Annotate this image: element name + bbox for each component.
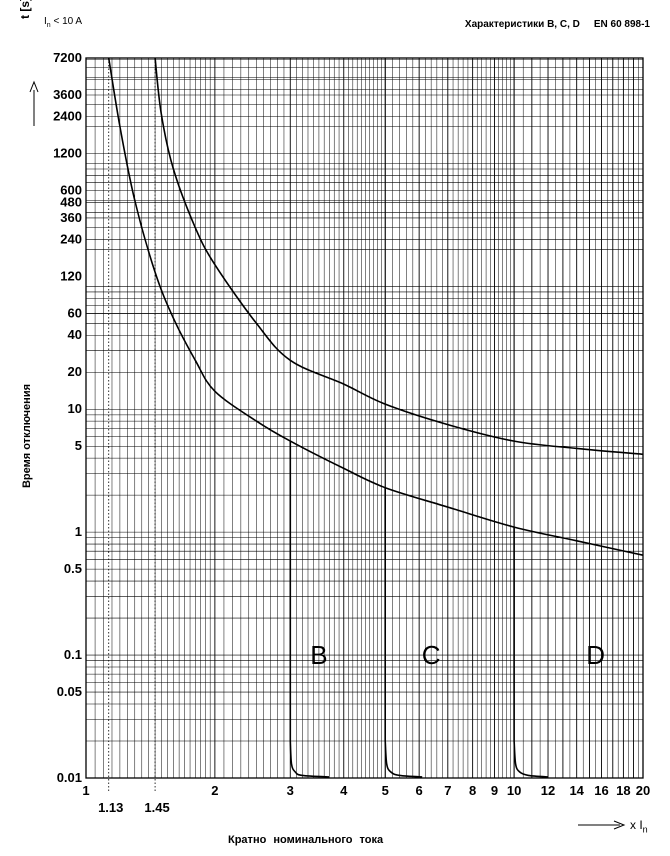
curve-d [513, 527, 549, 778]
plot-border [85, 57, 644, 779]
x-tick-label: 1 [82, 783, 89, 798]
standard-label: EN 60 898-1 [593, 19, 650, 30]
region-label-d: D [586, 640, 605, 670]
curve-lower-thermal [107, 57, 644, 556]
axis-arrows [29, 80, 626, 830]
y-tick-label: 2400 [53, 109, 82, 124]
curves [107, 57, 644, 778]
x-tick-label: 14 [569, 783, 584, 798]
y-tick-label: 240 [60, 232, 82, 247]
region-label-c: C [422, 640, 441, 670]
y-tick-label: 3600 [53, 87, 82, 102]
x-tick-label: 16 [594, 783, 608, 798]
y-tick-label: 7200 [53, 50, 82, 65]
curve-upper-thermal [154, 57, 644, 456]
chart-title: Характеристики B, C, D [464, 19, 580, 30]
y-tick-label: 20 [68, 364, 82, 379]
x-tick-labels: 1 2 3 4 5 6 7 8 9 10 12 14 16 18 201.13 1.45 [82, 783, 650, 815]
y-tick-label: 120 [60, 269, 82, 284]
x-arrow-head [613, 820, 626, 830]
x-tick-label: 6 [416, 783, 423, 798]
y-tick-label: 600 [60, 183, 82, 198]
x-tick-label: 3 [287, 783, 294, 798]
region-labels: B C D [310, 640, 605, 670]
y-tick-label: 60 [68, 306, 82, 321]
x-tick-label-extra: 1.13 [98, 800, 123, 815]
x-axis-label: Кратно номинального тока [228, 834, 384, 846]
x-tick-label: 5 [382, 783, 389, 798]
chart-header: Характеристики B, C, D EN 60 898-1 [465, 19, 650, 30]
x-tick-label: 20 [636, 783, 650, 798]
x-tick-label: 12 [541, 783, 555, 798]
curve-c [384, 487, 423, 778]
y-tick-label: 360 [60, 210, 82, 225]
x-unit-label: x In [630, 818, 648, 835]
y-tick-label: 0.5 [64, 561, 82, 576]
plot-frame [85, 57, 644, 779]
y-tick-label: 1200 [53, 146, 82, 161]
x-tick-label: 18 [616, 783, 630, 798]
y-tick-label: 480 [60, 195, 82, 210]
y-tick-label: 0.05 [57, 684, 82, 699]
region-label-b: B [310, 640, 327, 670]
x-tick-label: 2 [211, 783, 218, 798]
reference-lines [108, 58, 156, 792]
y-tick-label: 0.1 [64, 647, 82, 662]
x-tick-label-extra: 1.45 [144, 800, 169, 815]
x-tick-label: 9 [491, 783, 498, 798]
y-tick-label: 40 [68, 327, 82, 342]
y-arrow-head [29, 80, 39, 93]
x-tick-label: 8 [469, 783, 476, 798]
y-tick-label: 1 [75, 524, 82, 539]
x-tick-label: 7 [444, 783, 451, 798]
y-tick-label: 5 [75, 438, 82, 453]
x-tick-label: 4 [340, 783, 348, 798]
x-tick-label: 10 [507, 783, 521, 798]
curve-b [289, 441, 330, 778]
grid [85, 58, 643, 779]
rated-current-note: In < 10 A [44, 16, 83, 29]
y-tick-label: 10 [68, 401, 82, 416]
y-tick-label: 0.01 [57, 770, 82, 785]
